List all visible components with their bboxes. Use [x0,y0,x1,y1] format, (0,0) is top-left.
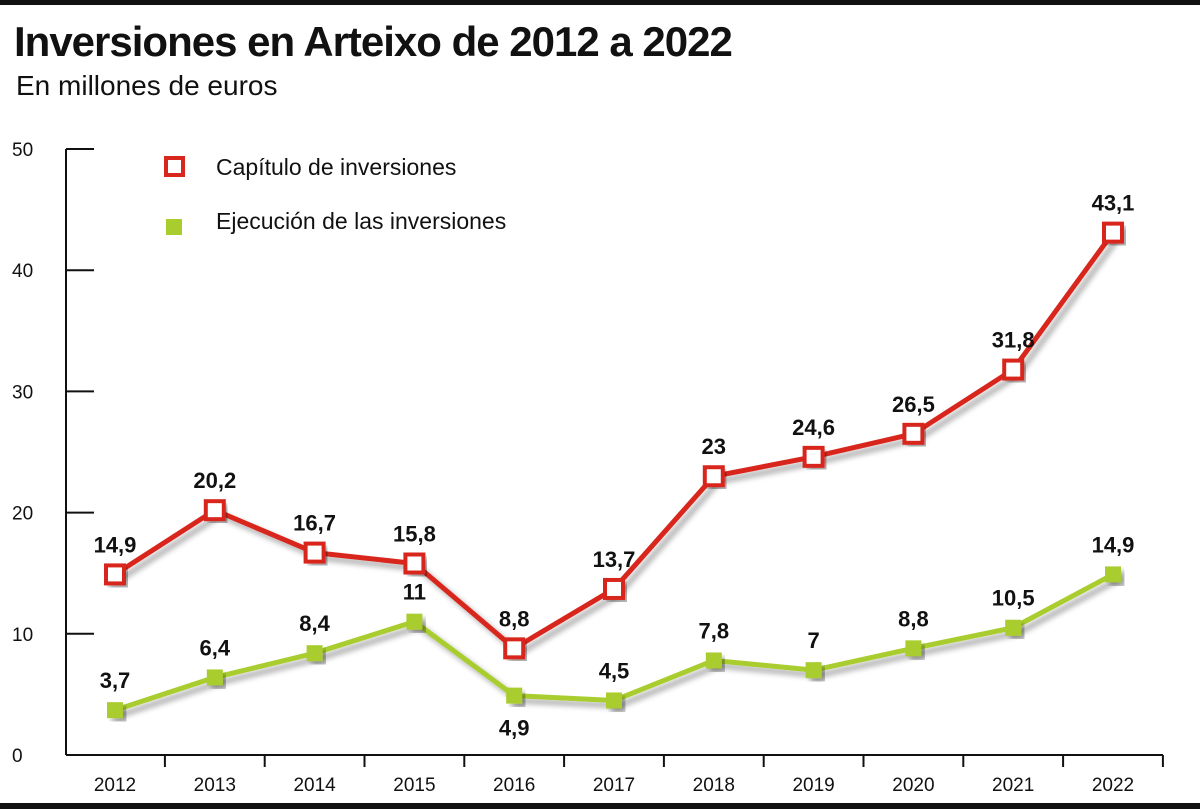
data-point-capitulo [1102,221,1124,244]
y-tick-label: 20 [12,504,33,525]
data-label-capitulo: 8,8 [499,606,530,631]
chart-subtitle: En millones de euros [16,70,278,101]
data-point-capitulo [403,552,426,575]
y-tick-label: 0 [12,746,23,767]
y-tick-label: 40 [12,261,33,282]
data-point-capitulo [603,577,625,600]
data-label-ejecucion: 8,4 [299,611,330,636]
data-label-ejecucion: 8,8 [898,606,929,631]
y-tick-label: 30 [12,382,33,403]
data-label-capitulo: 15,8 [393,522,436,547]
data-label-ejecucion: 4,5 [599,658,630,683]
data-point-capitulo [104,563,126,586]
x-tick-label: 2018 [693,775,735,796]
legend-label-capitulo: Capítulo de inversiones [216,154,456,180]
data-label-capitulo: 31,8 [992,328,1035,353]
y-tick-label: 50 [12,140,33,161]
x-tick-label: 2019 [792,775,834,796]
data-label-ejecucion: 14,9 [1092,532,1135,557]
data-label-capitulo: 14,9 [94,532,137,557]
legend-marker-capitulo [164,156,185,177]
data-label-ejecucion: 10,5 [992,586,1035,611]
data-point-capitulo [802,445,825,468]
data-label-capitulo: 26,5 [892,392,935,417]
x-tick-label: 2017 [593,775,635,796]
data-label-ejecucion: 6,4 [200,635,231,660]
x-tick-label: 2021 [992,775,1034,796]
data-label-ejecucion: 7 [807,628,819,653]
data-label-capitulo: 43,1 [1092,191,1135,216]
data-label-capitulo: 16,7 [293,511,336,536]
data-point-ejecucion [1005,619,1022,636]
data-point-ejecucion [705,652,722,669]
x-tick-label: 2015 [393,775,435,796]
data-point-capitulo [503,637,526,660]
data-label-ejecucion: 4,9 [499,716,530,741]
data-label-capitulo: 23 [702,434,726,459]
x-tick-label: 2020 [892,775,934,796]
data-label-capitulo: 20,2 [193,468,236,493]
x-tick-label: 2012 [94,775,136,796]
data-point-capitulo [902,422,925,445]
x-tick-label: 2013 [194,775,236,796]
data-point-ejecucion [905,640,922,657]
data-point-ejecucion [1105,566,1121,583]
data-point-ejecucion [206,669,223,686]
data-point-ejecucion [107,702,123,719]
data-point-capitulo [1002,358,1025,381]
legend-marker-ejecucion [166,219,182,235]
data-point-ejecucion [306,645,323,662]
data-point-ejecucion [805,662,822,679]
x-tick-label: 2014 [293,775,336,796]
data-point-ejecucion [506,687,523,704]
x-tick-label: 2016 [493,775,535,796]
data-label-capitulo: 13,7 [593,547,636,572]
data-point-ejecucion [406,613,423,630]
data-point-capitulo [203,499,226,522]
y-tick-label: 10 [12,625,33,646]
data-point-capitulo [702,465,725,488]
bottom-rule [0,803,1200,809]
data-label-ejecucion: 11 [403,580,426,605]
data-label-ejecucion: 7,8 [699,618,730,643]
data-point-capitulo [303,541,326,564]
top-rule [0,0,1200,5]
chart-title: Inversiones en Arteixo de 2012 a 2022 [14,18,733,65]
data-label-ejecucion: 3,7 [100,668,131,693]
data-point-ejecucion [606,692,622,709]
legend-label-ejecucion: Ejecución de las inversiones [216,208,506,234]
data-label-capitulo: 24,6 [792,415,835,440]
x-tick-label: 2022 [1092,775,1134,796]
